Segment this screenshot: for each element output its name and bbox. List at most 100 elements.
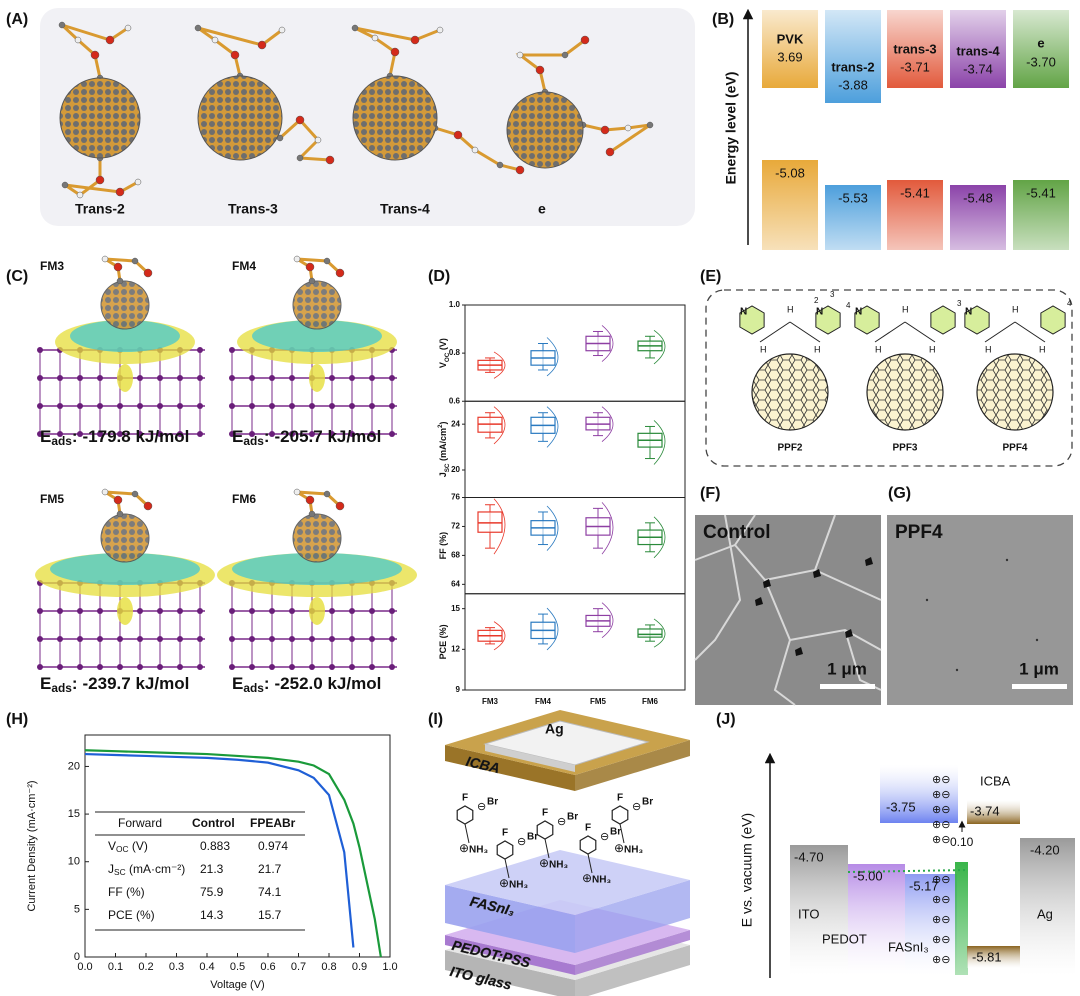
label-part: J — [108, 862, 114, 876]
bond — [104, 257, 150, 282]
lattice-atom — [349, 608, 355, 614]
charge-density — [70, 320, 180, 352]
lattice-atom — [117, 403, 123, 409]
fullerene — [100, 280, 150, 330]
atom-label: H — [760, 344, 767, 354]
y-tick-label: 15 — [68, 808, 80, 820]
bond — [296, 257, 342, 282]
layer-label: Ag — [545, 721, 564, 737]
lumo-box — [887, 10, 943, 88]
material-name: ICBA — [980, 773, 1011, 788]
lattice-atom — [329, 664, 335, 670]
model-name: FM6 — [232, 492, 256, 506]
lumo-box — [762, 10, 818, 88]
homo-box — [762, 160, 818, 250]
homo-value: -5.53 — [838, 190, 868, 205]
lumo-box — [950, 10, 1006, 88]
label-part: : — [72, 427, 78, 446]
lattice-atom — [349, 431, 355, 437]
lattice-atom — [369, 636, 375, 642]
lattice-atom — [389, 431, 395, 437]
panel-label: (D) — [428, 268, 450, 285]
x-tick-label: 0.7 — [291, 961, 306, 973]
atom — [351, 24, 359, 32]
lattice-atom — [389, 375, 395, 381]
material-name: trans-3 — [893, 41, 936, 56]
x-tick-label: 0.9 — [352, 961, 367, 973]
sem-image — [695, 515, 881, 705]
fullerene — [197, 75, 283, 161]
lattice-atom — [229, 347, 235, 353]
label-part: E — [232, 674, 243, 693]
perovskite-vb — [905, 874, 957, 975]
label-part: -239.7 kJ/mol — [83, 674, 190, 693]
bond — [464, 823, 470, 844]
atom — [624, 124, 632, 132]
charge-label: ⊕⊖ — [932, 894, 950, 906]
perovskite-layer — [445, 850, 690, 915]
charge-label: ⊕⊖ — [932, 874, 950, 886]
icba-layer — [445, 745, 575, 791]
atom — [535, 65, 545, 75]
x-tick-label: 0.0 — [77, 961, 92, 973]
charge-label: ⊕⊖ — [932, 789, 950, 801]
charge-density — [309, 364, 325, 392]
lattice-atom — [157, 431, 163, 437]
lattice-atom — [269, 431, 275, 437]
atom — [335, 268, 345, 278]
pedot-layer — [445, 935, 575, 975]
lattice-atom — [309, 403, 315, 409]
lattice-atom — [389, 664, 395, 670]
charge-density — [117, 364, 133, 392]
atom-label: H — [1012, 304, 1019, 314]
atom-label: NH₃ — [624, 845, 643, 856]
energy-value: -5.00 — [853, 868, 883, 883]
pinhole — [1035, 638, 1039, 642]
bond — [984, 321, 1016, 343]
table-header: Forward — [118, 816, 162, 830]
homo-value: -5.41 — [1026, 185, 1056, 200]
panel-label: (J) — [716, 711, 736, 728]
atom — [58, 21, 66, 29]
distribution — [546, 505, 559, 551]
ito-layer — [445, 950, 575, 996]
pinhole — [795, 647, 803, 656]
benzene-ring — [579, 835, 597, 855]
label-part: : — [72, 674, 78, 693]
layer-label: ICBA — [464, 753, 501, 776]
atom-label: Br — [610, 827, 621, 838]
charge-density — [309, 597, 325, 625]
charge-label: ⊕⊖ — [932, 914, 950, 926]
y-tick-label: 9 — [456, 685, 461, 694]
axis-label: Energy level (eV) — [723, 72, 739, 185]
label-part: 2 — [437, 424, 444, 428]
pinhole — [813, 569, 821, 578]
lattice-atom — [329, 403, 335, 409]
molecule-label: Trans-4 — [380, 201, 430, 217]
bond — [759, 321, 791, 343]
lumo-value: -3.88 — [838, 77, 868, 92]
atom-label: NH₃ — [469, 845, 488, 856]
lattice-atom — [229, 431, 235, 437]
lattice-atom — [57, 664, 63, 670]
atom — [131, 257, 139, 265]
atom — [115, 187, 125, 197]
icba-homo — [967, 946, 1020, 968]
fullerene — [292, 513, 342, 563]
energy-value: -4.70 — [794, 849, 824, 864]
lattice-atom — [349, 375, 355, 381]
bond — [587, 853, 593, 874]
charge-label: ⊖ — [517, 836, 526, 848]
label-part: -179.8 kJ/mol — [83, 427, 190, 446]
label-part: E — [40, 427, 51, 446]
fullerene — [100, 513, 150, 563]
lattice-atom — [369, 608, 375, 614]
label-part: OC — [116, 844, 129, 854]
atom — [390, 47, 400, 57]
subplot-frame — [464, 400, 686, 498]
y-tick-label: 64 — [451, 579, 460, 588]
ag-box — [1020, 838, 1075, 975]
lattice-atom — [137, 608, 143, 614]
material-name: e — [1037, 35, 1044, 50]
lattice-atom — [177, 431, 183, 437]
